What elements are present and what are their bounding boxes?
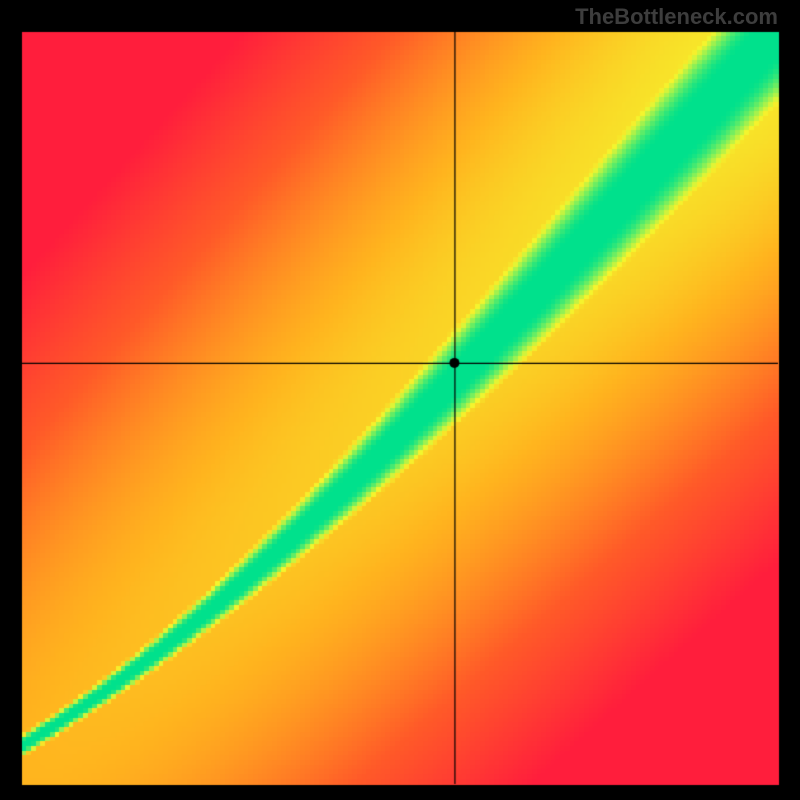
watermark-text: TheBottleneck.com [575, 4, 778, 30]
chart-container: TheBottleneck.com [0, 0, 800, 800]
heatmap-canvas [0, 0, 800, 800]
